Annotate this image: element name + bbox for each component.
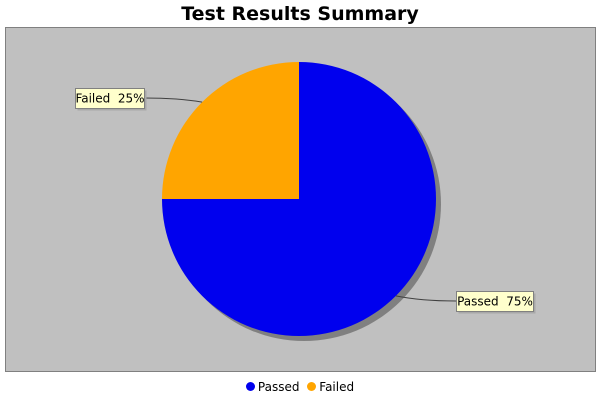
slice-label-box-failed [75, 88, 145, 109]
slice-label-failed: Failed 25% [75, 92, 144, 106]
legend-label-passed: Passed [257, 380, 300, 394]
pie-slice-failed [162, 62, 299, 199]
legend-swatch-passed [245, 382, 255, 391]
chart-legend: Passed Failed [0, 379, 600, 395]
legend-label-failed: Failed [319, 380, 355, 394]
slice-label-passed: Passed 75% [457, 295, 533, 309]
leader-line-passed [395, 295, 457, 302]
legend-swatch-failed [307, 382, 317, 391]
legend-item-failed: Failed [307, 379, 354, 395]
legend-item-passed: Passed [245, 379, 300, 395]
leader-line-failed [143, 97, 203, 103]
chart-title: Test Results Summary [181, 3, 419, 25]
slice-label-box-passed [456, 291, 534, 312]
